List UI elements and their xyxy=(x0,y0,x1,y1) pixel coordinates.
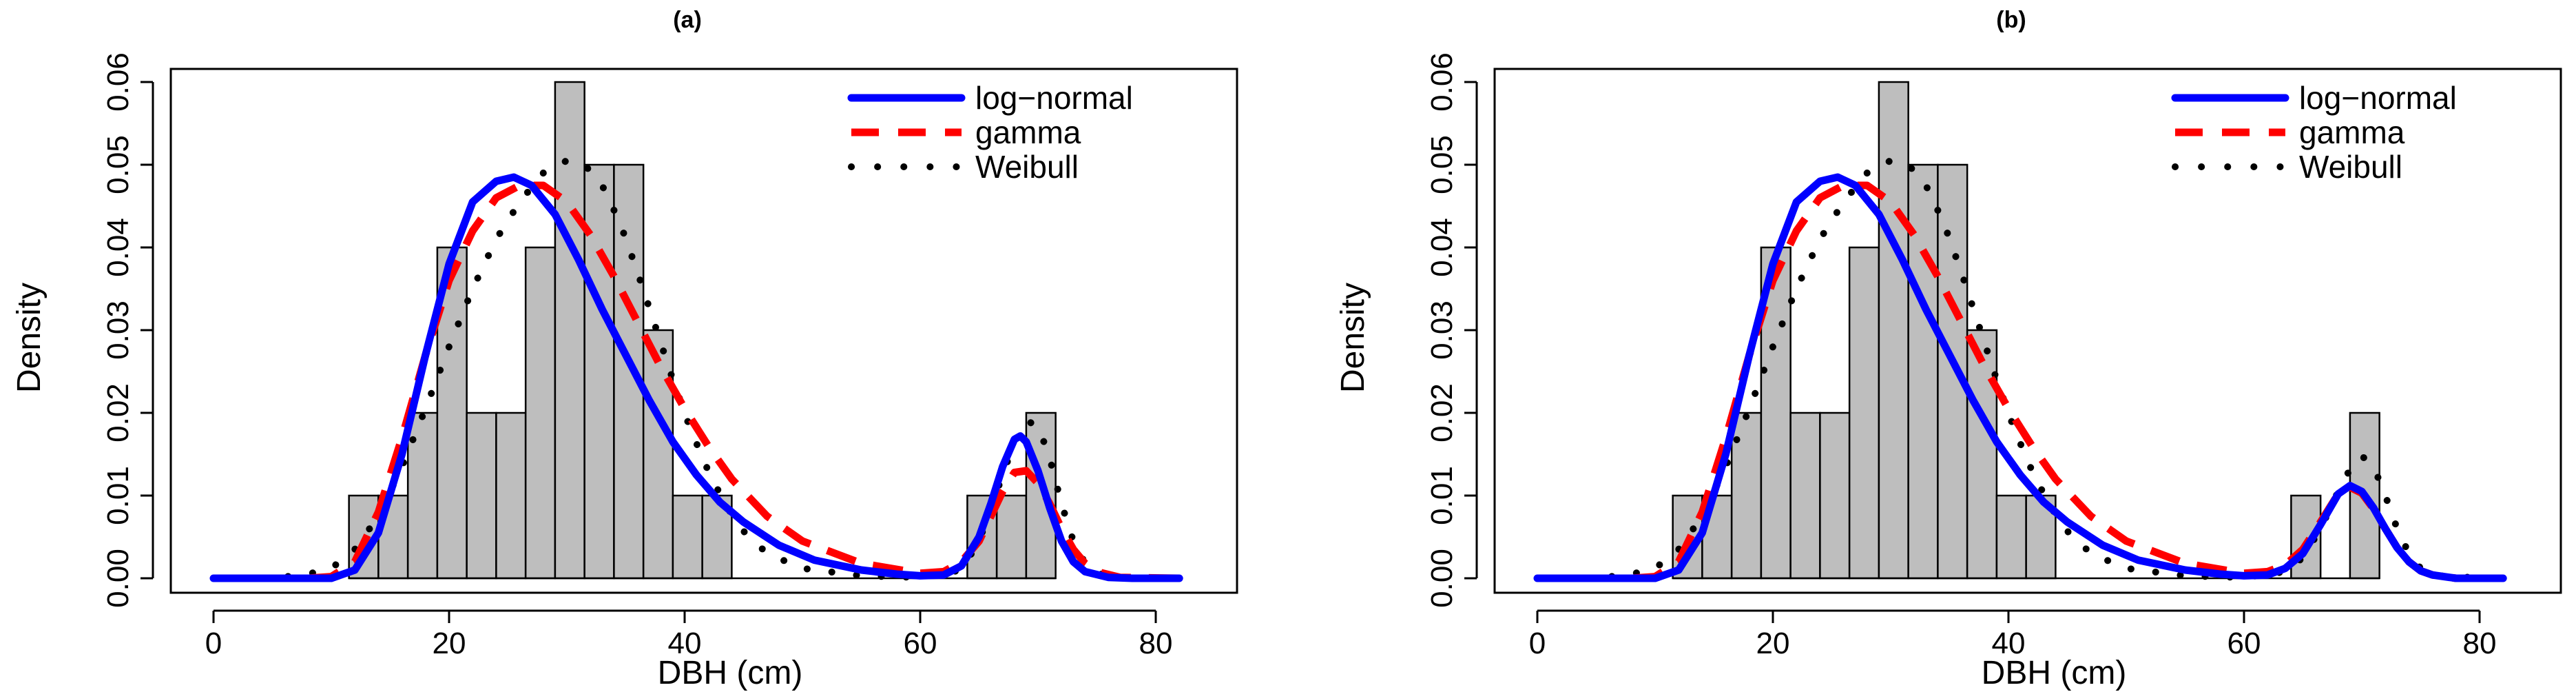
plot-frame xyxy=(1493,68,2562,594)
legend-label: Weibull xyxy=(2299,149,2402,185)
histogram-bar xyxy=(613,163,645,580)
histogram-bar xyxy=(1789,411,1821,580)
panel-b: (b) 0.00 0.01 0.02 0.03 0.04 0.05 0.06 0 20 40 60 8… xyxy=(1335,7,2562,691)
histogram-bar xyxy=(466,411,497,580)
x-tick-label: 40 xyxy=(668,627,702,660)
x-tick-label: 40 xyxy=(1992,627,2026,660)
histogram-bar xyxy=(1819,411,1851,580)
x-tick-label: 60 xyxy=(2227,627,2261,660)
y-axis: 0.00 0.01 0.02 0.03 0.04 0.05 0.06 xyxy=(1425,52,1478,608)
plot-frame xyxy=(169,68,1238,594)
weibull-curve xyxy=(1534,157,2507,582)
x-axis: 0 20 40 60 80 xyxy=(1529,609,2497,660)
panel-a: (a) 0.00 0.01 0.02 0.03 0.04 0.05 0.06 0 20 40 60 8… xyxy=(11,7,1238,691)
y-tick-label: 0.02 xyxy=(1425,383,1459,442)
histogram-bar xyxy=(995,494,1028,580)
panel-title: (a) xyxy=(673,7,702,33)
histogram-bar xyxy=(1025,411,1057,580)
histogram-bar xyxy=(1995,494,2027,580)
y-tick-label: 0.04 xyxy=(101,218,135,277)
y-tick-label: 0.05 xyxy=(101,135,135,194)
y-tick-label: 0.03 xyxy=(1425,301,1459,360)
y-axis-title: Density xyxy=(1335,283,1371,393)
y-tick-label: 0.01 xyxy=(1425,466,1459,525)
x-tick-label: 20 xyxy=(1756,627,1790,660)
legend-label: gamma xyxy=(975,114,1081,150)
gamma-curve xyxy=(214,181,1180,582)
y-tick-label: 0.00 xyxy=(1425,549,1459,608)
y-tick-label: 0.01 xyxy=(101,466,135,525)
gamma-curve xyxy=(1537,181,2504,582)
y-tick-label: 0.02 xyxy=(101,383,135,442)
x-axis-title: DBH (cm) xyxy=(658,655,803,691)
y-tick-label: 0.04 xyxy=(1425,218,1459,277)
legend-label: gamma xyxy=(2299,114,2405,150)
y-axis-title: Density xyxy=(11,283,48,393)
histogram-bars xyxy=(348,81,1057,580)
histogram-bar xyxy=(1848,246,1880,580)
y-tick-label: 0.06 xyxy=(1425,52,1459,112)
histogram-bar xyxy=(642,329,674,580)
lognormal-curve xyxy=(1533,173,2507,582)
x-axis: 0 20 40 60 80 xyxy=(205,609,1173,660)
histogram-bar xyxy=(672,494,703,580)
panel-title: (b) xyxy=(1996,7,2026,33)
x-axis-title: DBH (cm) xyxy=(1982,655,2127,691)
y-tick-label: 0.05 xyxy=(1425,135,1459,194)
x-tick-label: 0 xyxy=(1529,627,1546,660)
histogram-bar xyxy=(495,411,527,580)
histogram-bar xyxy=(1966,329,1998,580)
y-tick-label: 0.00 xyxy=(101,549,135,608)
histogram-bar xyxy=(1878,81,1909,580)
lognormal-curve xyxy=(209,173,1183,582)
legend-label: log−normal xyxy=(2299,80,2457,116)
legend-label: log−normal xyxy=(975,80,1133,116)
y-axis: 0.00 0.01 0.02 0.03 0.04 0.05 0.06 xyxy=(101,52,154,608)
x-tick-label: 0 xyxy=(205,627,222,660)
histogram-bar xyxy=(1937,163,1969,580)
x-tick-label: 80 xyxy=(1139,627,1173,660)
histogram-bar xyxy=(524,246,557,580)
legend-label: Weibull xyxy=(975,149,1079,185)
x-tick-label: 20 xyxy=(433,627,466,660)
histogram-bar xyxy=(554,81,585,580)
x-tick-label: 80 xyxy=(2463,627,2497,660)
histogram-bars xyxy=(1672,81,2380,580)
y-tick-label: 0.03 xyxy=(101,301,135,360)
y-tick-label: 0.06 xyxy=(101,52,135,112)
x-tick-label: 60 xyxy=(904,627,937,660)
